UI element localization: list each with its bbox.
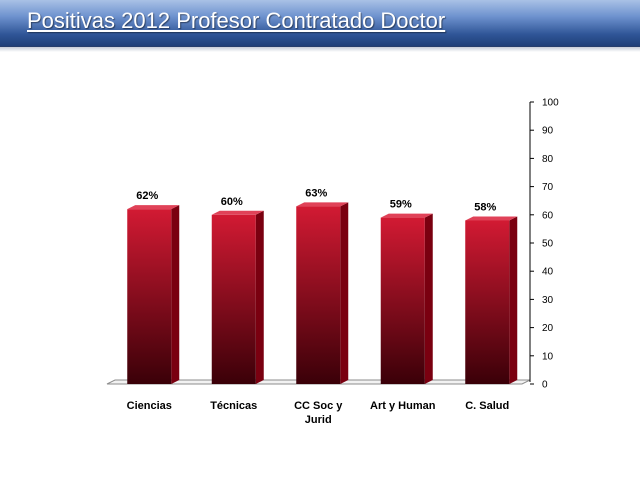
y-tick-label: 100 — [542, 98, 559, 109]
bar-side — [171, 205, 180, 384]
bar-top — [465, 216, 518, 221]
category-label: Ciencias — [127, 400, 172, 412]
y-tick-label: 50 — [542, 239, 554, 250]
bar — [127, 205, 180, 384]
category-label: C. Salud — [465, 400, 509, 412]
y-tick-label: 20 — [542, 323, 554, 334]
bar-side — [340, 202, 349, 384]
bar — [380, 213, 433, 384]
data-label: 59% — [390, 199, 412, 211]
bar-front — [465, 220, 510, 384]
category-label: CC Soc y Jurid — [294, 400, 343, 426]
bar-top — [127, 205, 180, 210]
y-tick-label: 40 — [542, 267, 554, 278]
category-label: Técnicas — [210, 400, 257, 412]
bar — [465, 216, 518, 384]
bar-top — [380, 213, 433, 218]
bar-front — [127, 209, 172, 384]
bar-top — [211, 210, 264, 215]
y-tick-label: 90 — [542, 126, 554, 137]
title-bar: Positivas 2012 Profesor Contratado Docto… — [0, 0, 640, 52]
bar-front — [296, 206, 341, 384]
bar — [296, 202, 349, 384]
bar-side — [255, 210, 264, 384]
bar-front — [380, 217, 425, 384]
bar — [211, 210, 264, 384]
y-tick-label: 70 — [542, 182, 554, 193]
slide-title: Positivas 2012 Profesor Contratado Docto… — [27, 8, 446, 33]
bar-side — [424, 213, 433, 384]
data-label: 60% — [221, 196, 243, 208]
y-tick-label: 60 — [542, 210, 554, 221]
data-label: 63% — [305, 187, 327, 199]
data-label: 62% — [136, 190, 158, 202]
y-tick-label: 80 — [542, 154, 554, 165]
bar-front — [211, 214, 256, 384]
y-tick-label: 30 — [542, 295, 554, 306]
category-label: Art y Human — [370, 400, 436, 412]
bar-side — [509, 216, 518, 384]
bar-top — [296, 202, 349, 207]
data-label: 58% — [474, 201, 496, 213]
y-tick-label: 0 — [542, 380, 548, 391]
y-tick-label: 10 — [542, 351, 554, 362]
